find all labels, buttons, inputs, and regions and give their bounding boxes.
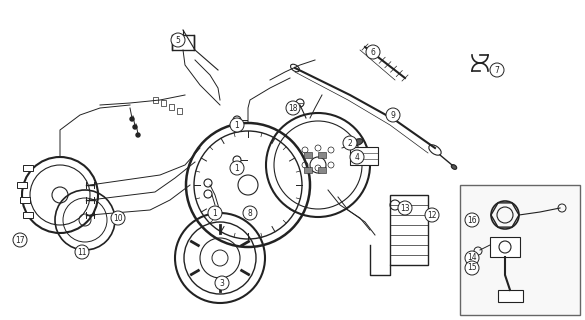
Text: 11: 11 bbox=[77, 247, 87, 257]
Text: 4: 4 bbox=[355, 153, 359, 162]
Text: 1: 1 bbox=[212, 209, 218, 218]
Bar bbox=[460, 185, 580, 315]
Text: 17: 17 bbox=[15, 236, 25, 244]
Circle shape bbox=[130, 117, 134, 121]
Text: 7: 7 bbox=[494, 66, 500, 75]
Bar bbox=[177, 108, 182, 114]
Bar bbox=[304, 152, 312, 158]
Text: 1: 1 bbox=[235, 164, 239, 172]
Circle shape bbox=[398, 201, 412, 215]
Circle shape bbox=[425, 208, 439, 222]
Ellipse shape bbox=[353, 139, 363, 145]
Text: 10: 10 bbox=[113, 213, 123, 222]
Circle shape bbox=[136, 133, 140, 137]
Text: 5: 5 bbox=[176, 36, 180, 44]
Circle shape bbox=[490, 63, 504, 77]
Circle shape bbox=[111, 211, 125, 225]
Circle shape bbox=[465, 213, 479, 227]
Circle shape bbox=[343, 136, 357, 150]
Text: 3: 3 bbox=[219, 278, 225, 287]
Circle shape bbox=[208, 206, 222, 220]
Bar bbox=[153, 97, 158, 103]
Circle shape bbox=[350, 150, 364, 164]
Circle shape bbox=[13, 233, 27, 247]
Circle shape bbox=[230, 161, 244, 175]
Bar bbox=[20, 197, 30, 203]
Bar bbox=[304, 167, 312, 173]
Bar bbox=[23, 212, 33, 218]
Text: 16: 16 bbox=[467, 215, 477, 225]
Bar bbox=[498, 290, 523, 302]
Bar bbox=[318, 167, 326, 173]
Ellipse shape bbox=[429, 145, 441, 155]
Bar bbox=[17, 182, 27, 188]
Circle shape bbox=[386, 108, 400, 122]
Text: 15: 15 bbox=[467, 263, 477, 273]
Circle shape bbox=[75, 245, 89, 259]
Bar bbox=[23, 165, 33, 171]
Text: 1: 1 bbox=[235, 121, 239, 130]
Text: 12: 12 bbox=[427, 211, 437, 220]
Ellipse shape bbox=[451, 164, 457, 169]
Circle shape bbox=[366, 45, 380, 59]
Bar bbox=[390, 195, 428, 265]
Text: 13: 13 bbox=[400, 204, 410, 212]
Bar bbox=[350, 147, 378, 165]
Circle shape bbox=[465, 261, 479, 275]
Bar bbox=[490, 237, 520, 257]
Circle shape bbox=[286, 101, 300, 115]
Circle shape bbox=[215, 276, 229, 290]
Text: 2: 2 bbox=[347, 139, 352, 148]
Bar bbox=[169, 104, 174, 110]
Circle shape bbox=[133, 125, 137, 129]
Circle shape bbox=[230, 118, 244, 132]
Text: 8: 8 bbox=[247, 209, 252, 218]
Circle shape bbox=[465, 251, 479, 265]
Text: 14: 14 bbox=[467, 253, 477, 262]
Bar bbox=[318, 152, 326, 158]
Ellipse shape bbox=[291, 64, 300, 72]
Text: 18: 18 bbox=[288, 103, 298, 113]
Text: 9: 9 bbox=[391, 110, 395, 119]
Circle shape bbox=[243, 206, 257, 220]
Text: 6: 6 bbox=[370, 47, 376, 57]
Bar bbox=[172, 35, 194, 50]
Bar bbox=[161, 100, 166, 106]
Circle shape bbox=[171, 33, 185, 47]
